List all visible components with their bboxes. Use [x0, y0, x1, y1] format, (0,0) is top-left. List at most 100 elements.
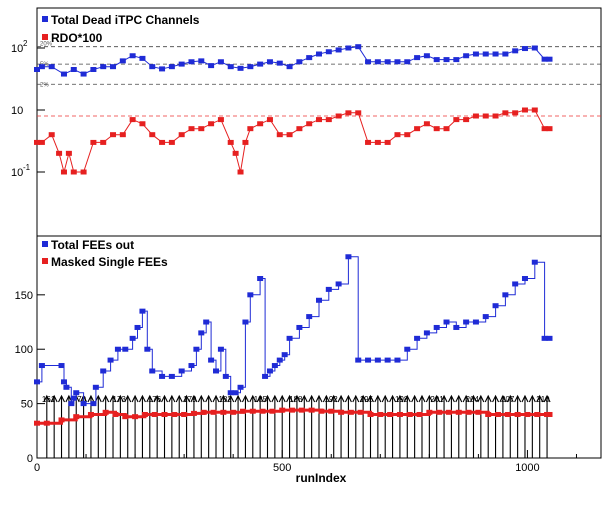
rdo-point [325, 117, 332, 123]
fees-out-point [247, 292, 254, 298]
rdo-point [355, 110, 362, 116]
fees-out-point [144, 346, 151, 352]
rdo-point [178, 132, 185, 138]
fees-out-point [404, 346, 411, 352]
run-marker-arrowhead [528, 394, 536, 403]
dead-channels-point [345, 45, 352, 51]
rdo-point [232, 150, 239, 156]
rdo-point [247, 126, 254, 132]
rdo-point [374, 139, 381, 145]
dead-channels-point [178, 61, 185, 67]
dead-channels-point [257, 61, 264, 67]
fees-out-point [159, 373, 166, 379]
run-marker-arrowhead [484, 394, 492, 403]
masked-point [308, 407, 315, 413]
run-marker-arrowhead [521, 394, 529, 403]
rdo-point [423, 121, 430, 127]
run-marker-arrowhead [499, 394, 507, 403]
rdo-point [472, 113, 479, 119]
y-tick-label: 0 [27, 453, 33, 465]
x-tick-label: 1000 [515, 462, 539, 474]
fees-out-point [365, 357, 372, 363]
rdo-point [502, 110, 509, 116]
run-marker-arrowhead [205, 394, 213, 403]
dead-channels-point [521, 46, 528, 52]
masked-point [367, 411, 374, 417]
run-marker-arrowhead [455, 394, 463, 403]
fees-out-point [114, 346, 121, 352]
run-marker-arrowhead [212, 394, 220, 403]
dead-channels-point [159, 66, 166, 72]
masked-point [436, 409, 443, 415]
rdo-point [90, 139, 97, 145]
run-marker-arrowhead [403, 394, 411, 403]
rdo-point [296, 126, 303, 132]
fees-out-point [345, 254, 352, 260]
masked-point [396, 411, 403, 417]
run-marker-arrowhead [87, 394, 95, 403]
masked-point [161, 411, 168, 417]
masked-point [318, 408, 325, 414]
rdo-point [286, 132, 293, 138]
run-marker-label: 161 [42, 395, 56, 404]
run-marker-arrowhead [543, 394, 551, 403]
dead-channels-point [482, 51, 489, 57]
run-marker-arrowhead [241, 394, 249, 403]
rdo-point [65, 150, 72, 156]
dead-channels-point [404, 59, 411, 65]
rdo-point [463, 117, 470, 123]
top-legend: Total Dead iTPC Channels RDO*100 [42, 13, 200, 45]
dead-channels-point [394, 59, 401, 65]
run-marker-arrowhead [300, 394, 308, 403]
rdo-point [257, 121, 264, 127]
run-marker-label: 198 [395, 395, 409, 404]
dead-channels-point [325, 49, 332, 55]
rdo-point [70, 169, 77, 175]
dead-channels-point [472, 51, 479, 57]
fees-out-point [193, 346, 200, 352]
masked-point [377, 411, 384, 417]
dead-channels-point [208, 63, 215, 69]
rdo-point [492, 113, 499, 119]
dead-channels-point [384, 59, 391, 65]
run-marker-label: 204 [466, 395, 480, 404]
rdo-point [276, 132, 283, 138]
y-tick-label: 150 [15, 290, 33, 302]
rdo-point [546, 126, 553, 132]
run-marker-label: 207 [501, 395, 515, 404]
rdo-point [80, 169, 87, 175]
fees-out-point [414, 335, 421, 341]
fees-out-point [546, 335, 553, 341]
masked-point [485, 411, 492, 417]
legend-label-masked: Masked Single FEEs [51, 255, 168, 269]
run-marker-arrowhead [411, 394, 419, 403]
masked-point [465, 409, 472, 415]
dead-channels-point [306, 55, 313, 61]
rdo-point [384, 139, 391, 145]
masked-point [220, 409, 227, 415]
fees-out-point [306, 314, 313, 320]
dead-channels-point [423, 53, 430, 59]
masked-point [58, 417, 65, 423]
dead-channels-point [463, 53, 470, 59]
dead-channels-point [227, 64, 234, 70]
fees-out-point [237, 384, 244, 390]
dead-channels-point [60, 71, 67, 77]
rdo-point [56, 150, 63, 156]
fees-out-point [203, 319, 210, 325]
run-marker-arrowhead [190, 394, 198, 403]
dead-channels-point [286, 64, 293, 70]
run-marker-arrowhead [293, 394, 301, 403]
run-marker-arrowhead [322, 394, 330, 403]
fees-out-point [227, 390, 234, 396]
run-marker-arrowhead [425, 394, 433, 403]
run-marker-label: 173 [113, 395, 127, 404]
run-marker-arrowhead [161, 394, 169, 403]
rdo-point [60, 169, 67, 175]
masked-point [102, 409, 109, 415]
fees-out-point [502, 292, 509, 298]
run-marker-label: 176 [148, 395, 162, 404]
dead-channels-point [492, 51, 499, 57]
dead-channels-point [110, 64, 117, 70]
